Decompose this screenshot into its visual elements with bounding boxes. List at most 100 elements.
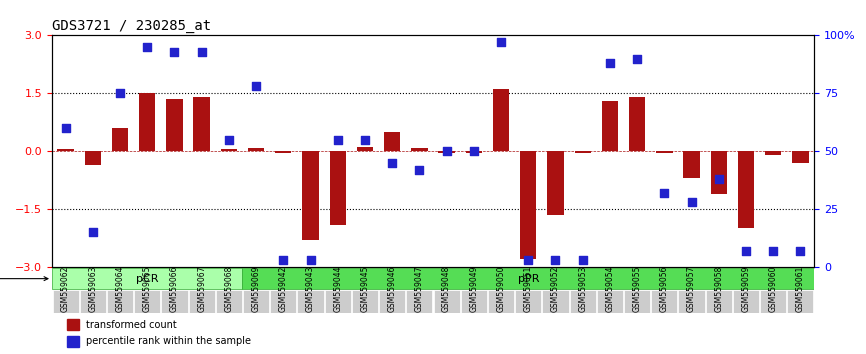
Bar	[68, 319, 79, 330]
Point	[548, 257, 562, 263]
Point	[793, 248, 807, 254]
Point	[467, 148, 481, 154]
FancyBboxPatch shape	[379, 290, 405, 313]
Bar	[302, 151, 319, 240]
FancyBboxPatch shape	[461, 290, 487, 313]
Bar	[85, 151, 101, 165]
FancyBboxPatch shape	[161, 290, 188, 313]
Text: GSM559065: GSM559065	[143, 266, 152, 312]
FancyBboxPatch shape	[515, 290, 541, 313]
Bar	[438, 151, 455, 153]
Bar	[330, 151, 346, 224]
Text: GSM559046: GSM559046	[388, 266, 397, 312]
Text: GSM559050: GSM559050	[496, 266, 506, 312]
Point	[603, 61, 617, 66]
FancyBboxPatch shape	[706, 290, 732, 313]
FancyBboxPatch shape	[624, 290, 650, 313]
FancyBboxPatch shape	[243, 290, 269, 313]
FancyBboxPatch shape	[488, 290, 514, 313]
Bar	[547, 151, 564, 215]
Text: GSM559058: GSM559058	[714, 266, 723, 312]
FancyBboxPatch shape	[570, 290, 596, 313]
Bar	[248, 148, 264, 151]
FancyBboxPatch shape	[297, 290, 324, 313]
FancyBboxPatch shape	[242, 268, 814, 289]
Text: GSM559066: GSM559066	[170, 266, 179, 312]
Bar	[683, 151, 700, 178]
Text: GSM559062: GSM559062	[61, 266, 70, 312]
Point	[412, 167, 426, 173]
Bar	[193, 97, 210, 151]
Text: GSM559045: GSM559045	[360, 266, 370, 312]
Bar	[765, 151, 781, 155]
Bar	[166, 99, 183, 151]
Point	[249, 84, 263, 89]
Bar	[112, 128, 128, 151]
FancyBboxPatch shape	[352, 290, 378, 313]
Point	[385, 160, 399, 166]
Bar	[602, 101, 618, 151]
FancyBboxPatch shape	[678, 290, 705, 313]
Text: percentile rank within the sample: percentile rank within the sample	[87, 336, 251, 346]
Point	[685, 199, 699, 205]
Bar	[574, 151, 591, 153]
Bar	[792, 151, 809, 163]
Point	[304, 257, 318, 263]
Bar	[221, 149, 237, 151]
Bar	[68, 336, 79, 347]
Bar	[411, 148, 428, 151]
Point	[331, 137, 345, 142]
Text: GSM559068: GSM559068	[224, 266, 233, 312]
FancyBboxPatch shape	[597, 290, 623, 313]
Text: transformed count: transformed count	[87, 320, 177, 330]
FancyBboxPatch shape	[80, 290, 106, 313]
FancyBboxPatch shape	[760, 290, 786, 313]
Text: pPR: pPR	[518, 274, 539, 284]
Text: GSM559061: GSM559061	[796, 266, 805, 312]
Bar	[466, 151, 482, 153]
Bar	[139, 93, 155, 151]
FancyBboxPatch shape	[270, 290, 296, 313]
Text: GSM559057: GSM559057	[687, 266, 696, 312]
Text: GSM559052: GSM559052	[551, 266, 560, 312]
Point	[222, 137, 236, 142]
Bar	[711, 151, 727, 194]
Text: GSM559049: GSM559049	[469, 266, 478, 312]
Point	[140, 44, 154, 50]
Text: GSM559054: GSM559054	[605, 266, 614, 312]
FancyBboxPatch shape	[189, 290, 215, 313]
Point	[195, 49, 209, 55]
Point	[113, 91, 127, 96]
Bar	[738, 151, 754, 228]
Text: GSM559047: GSM559047	[415, 266, 423, 312]
Text: GSM559064: GSM559064	[115, 266, 125, 312]
Point	[630, 56, 644, 61]
FancyBboxPatch shape	[787, 290, 813, 313]
FancyBboxPatch shape	[107, 290, 133, 313]
Text: disease state: disease state	[0, 274, 48, 284]
Bar	[57, 149, 74, 151]
FancyBboxPatch shape	[53, 290, 79, 313]
Point	[276, 257, 290, 263]
Bar	[629, 97, 645, 151]
Point	[59, 125, 73, 131]
FancyBboxPatch shape	[733, 290, 759, 313]
Bar	[275, 151, 292, 153]
Text: GSM559056: GSM559056	[660, 266, 669, 312]
Point	[712, 176, 726, 182]
Point	[86, 229, 100, 235]
Point	[494, 40, 508, 45]
FancyBboxPatch shape	[406, 290, 432, 313]
Point	[521, 257, 535, 263]
Point	[657, 190, 671, 196]
Bar	[656, 151, 673, 153]
Text: GDS3721 / 230285_at: GDS3721 / 230285_at	[52, 19, 211, 33]
Text: GSM559042: GSM559042	[279, 266, 288, 312]
Text: GSM559059: GSM559059	[741, 266, 751, 312]
Point	[358, 137, 372, 142]
Text: GSM559067: GSM559067	[197, 266, 206, 312]
FancyBboxPatch shape	[651, 290, 677, 313]
FancyBboxPatch shape	[216, 290, 242, 313]
FancyBboxPatch shape	[325, 290, 351, 313]
Text: GSM559051: GSM559051	[524, 266, 533, 312]
